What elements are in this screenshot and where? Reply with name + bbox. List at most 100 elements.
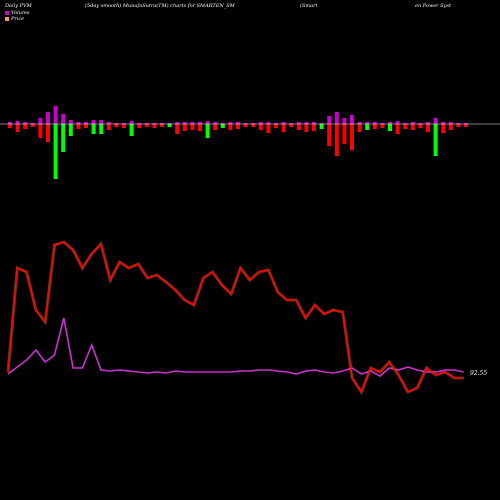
- volume-line: [7, 317, 464, 377]
- volume-bar: [319, 124, 324, 129]
- volume-bar: [251, 124, 256, 127]
- volume-bar-top: [167, 123, 172, 124]
- volume-bar-top: [410, 122, 415, 124]
- volume-bar: [84, 124, 88, 128]
- volume-bar-top: [319, 123, 324, 124]
- volume-bar-top: [8, 122, 12, 124]
- volume-bar: [137, 124, 142, 128]
- volume-bars: [8, 106, 468, 179]
- company-name-part1: (Smart: [300, 3, 318, 9]
- volume-bar-top: [220, 123, 225, 124]
- volume-bar: [372, 124, 377, 129]
- volume-bar: [342, 124, 347, 144]
- volume-bar-top: [395, 121, 400, 124]
- volume-bar: [464, 124, 468, 127]
- volume-bar: [205, 124, 210, 138]
- volume-bar: [296, 124, 301, 130]
- volume-bar-top: [175, 122, 180, 124]
- volume-bar: [350, 124, 354, 150]
- volume-bar: [91, 124, 96, 134]
- volume-bar-top: [15, 121, 20, 124]
- volume-bar-top: [334, 112, 339, 124]
- volume-bar: [122, 124, 126, 128]
- volume-bar: [426, 124, 430, 132]
- volume-bar: [441, 124, 446, 133]
- volume-bar: [418, 124, 423, 128]
- volume-bar: [357, 124, 362, 132]
- price-line: [7, 241, 464, 394]
- volume-bar: [182, 124, 187, 131]
- volume-bar-top: [68, 120, 73, 124]
- volume-bar: [23, 124, 28, 129]
- volume-bar-top: [304, 122, 309, 124]
- volume-bar: [106, 124, 111, 130]
- volume-bar-top: [228, 122, 233, 124]
- volume-bar-top: [61, 114, 66, 124]
- volume-bar: [46, 124, 50, 142]
- volume-bar: [160, 124, 164, 127]
- legend-price-label: Price: [11, 16, 25, 22]
- volume-bar-top: [342, 118, 347, 124]
- volume-bar-top: [426, 122, 430, 124]
- volume-bar: [38, 124, 43, 138]
- volume-bar-top: [365, 122, 370, 124]
- volume-bar: [30, 124, 35, 127]
- volume-bar: [144, 124, 149, 127]
- volume-bar-top: [380, 123, 385, 124]
- chart-title: (5day smooth) MunafaSutra(TM) charts for…: [85, 3, 235, 9]
- volume-bar: [395, 124, 400, 134]
- volume-bar: [152, 124, 157, 128]
- volume-bar-top: [38, 118, 43, 124]
- volume-bar: [258, 124, 263, 130]
- volume-bar-top: [243, 123, 248, 124]
- volume-bar-top: [388, 122, 392, 124]
- volume-bar: [68, 124, 73, 136]
- volume-bar: [198, 124, 202, 131]
- volume-bar-top: [122, 123, 126, 124]
- volume-bar-top: [23, 122, 28, 124]
- volume-bar-top: [129, 121, 134, 124]
- volume-bar: [228, 124, 233, 130]
- volume-bar-top: [213, 122, 218, 124]
- volume-bar-top: [281, 122, 286, 124]
- volume-bar-top: [350, 115, 354, 124]
- volume-bar-top: [456, 123, 461, 124]
- volume-bar: [8, 124, 12, 128]
- volume-bar-top: [30, 123, 35, 124]
- volume-bar-top: [76, 122, 81, 124]
- volume-bar-top: [289, 123, 294, 124]
- volume-bar: [99, 124, 104, 134]
- volume-bar-top: [182, 122, 187, 124]
- volume-bar-top: [190, 122, 195, 124]
- volume-bar: [190, 124, 195, 130]
- volume-bar-top: [46, 112, 50, 124]
- volume-bar-top: [99, 120, 104, 124]
- volume-bar: [410, 124, 415, 130]
- volume-bar: [61, 124, 66, 152]
- volume-bar: [304, 124, 309, 132]
- volume-bar: [274, 124, 278, 128]
- volume-bar-top: [53, 106, 58, 124]
- volume-bar: [167, 124, 172, 127]
- volume-bar-top: [91, 120, 96, 124]
- volume-bar-top: [236, 122, 240, 124]
- volume-bar-top: [441, 122, 446, 124]
- company-name-part2: en Power Syst: [415, 3, 451, 9]
- volume-bar-top: [448, 122, 453, 124]
- volume-bar: [236, 124, 240, 129]
- volume-bar: [456, 124, 461, 127]
- legend-volume: Volume: [5, 10, 30, 16]
- volume-bar-top: [403, 123, 408, 124]
- volume-bar-top: [106, 122, 111, 124]
- volume-bar-top: [357, 122, 362, 124]
- volume-bar: [312, 124, 316, 131]
- volume-bar-top: [198, 122, 202, 124]
- legend-price-swatch: [5, 17, 9, 21]
- volume-bar-top: [84, 122, 88, 124]
- volume-bar: [380, 124, 385, 128]
- legend-volume-label: Volume: [11, 10, 30, 16]
- volume-bar: [114, 124, 119, 127]
- volume-bar-top: [114, 123, 119, 124]
